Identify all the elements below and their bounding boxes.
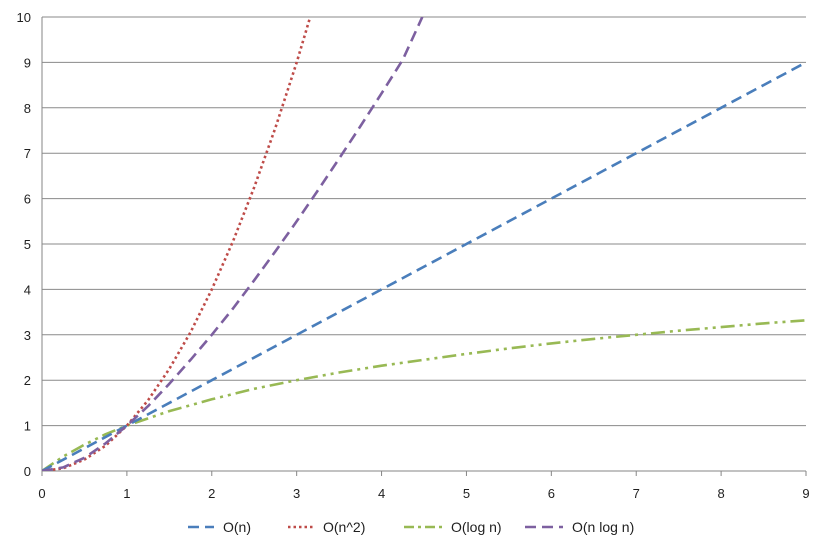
- y-tick-label: 8: [24, 101, 31, 116]
- x-tick-label: 4: [378, 486, 385, 501]
- x-tick-label: 2: [208, 486, 215, 501]
- grid-lines: [41, 16, 807, 476]
- legend-item: O(n^2): [288, 519, 365, 535]
- x-axis-tick-labels: 0 1 2 3 4 5 6 7 8 9: [38, 486, 809, 501]
- y-tick-label: 5: [24, 237, 31, 252]
- y-tick-label: 7: [24, 146, 31, 161]
- series-line-o-log-n-: [42, 319, 806, 471]
- legend-item: O(n log n): [525, 519, 634, 535]
- y-tick-label: 6: [24, 192, 31, 207]
- legend-label: O(log n): [451, 519, 502, 535]
- legend-label: O(n log n): [572, 519, 634, 535]
- legend-label: O(n): [223, 519, 251, 535]
- x-tick-label: 3: [293, 486, 300, 501]
- y-tick-label: 4: [24, 282, 31, 297]
- x-tick-label: 1: [123, 486, 130, 501]
- x-tick-label: 6: [548, 486, 555, 501]
- y-tick-label: 9: [24, 55, 31, 70]
- x-tick-label: 9: [802, 486, 809, 501]
- y-tick-label: 1: [24, 419, 31, 434]
- y-tick-label: 10: [17, 10, 31, 25]
- legend-item: O(n): [188, 519, 251, 535]
- x-tick-label: 5: [463, 486, 470, 501]
- x-tick-label: 0: [38, 486, 45, 501]
- legend-label: O(n^2): [323, 519, 365, 535]
- legend-item: O(log n): [404, 519, 502, 535]
- y-tick-label: 2: [24, 373, 31, 388]
- x-tick-label: 7: [633, 486, 640, 501]
- y-axis-tick-labels: 0 1 2 3 4 5 6 7 8 9 10: [17, 10, 31, 479]
- x-tick-label: 8: [717, 486, 724, 501]
- y-tick-label: 3: [24, 328, 31, 343]
- series-line-o-n-log-n-: [42, 17, 424, 471]
- y-tick-label: 0: [24, 464, 31, 479]
- plot-area: [42, 17, 806, 471]
- legend: O(n) O(n^2) O(log n) O(n log n): [188, 519, 634, 535]
- series-line-o-n-: [42, 61, 806, 471]
